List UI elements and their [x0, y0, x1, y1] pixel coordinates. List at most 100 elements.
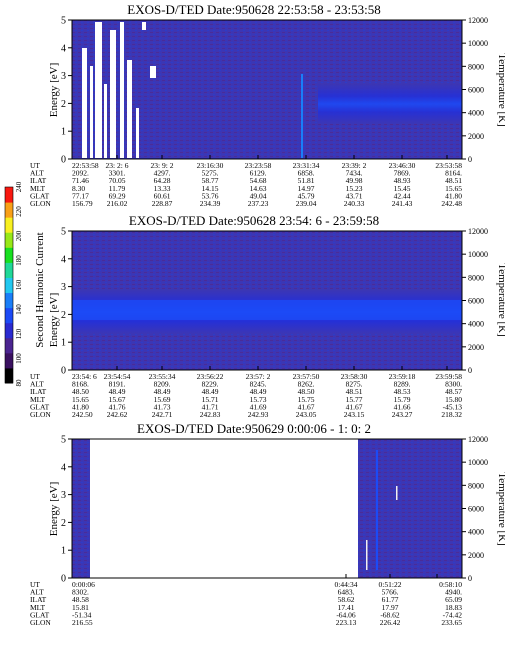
table-cell: 8168.	[72, 380, 89, 389]
row-label: UT	[30, 372, 40, 381]
table-cell: 23: 2: 6	[106, 161, 129, 170]
table-cell: 242.93	[248, 410, 269, 419]
colorbar-tick-label: 140	[15, 304, 23, 315]
colorbar-tick-label: 200	[15, 230, 23, 241]
panel-3: EXOS-D/TED Date:950629 0:00:06 - 1: 0: 2…	[30, 421, 505, 627]
y-tick-label: 5	[61, 16, 66, 27]
table-cell: 13.33	[154, 184, 171, 193]
table-cell: 23:39: 2	[342, 161, 367, 170]
row-label: ALT	[30, 588, 44, 597]
y-tick-label: 3	[61, 490, 66, 501]
colorbar-swatch	[5, 307, 13, 324]
colorbar-swatch	[5, 322, 13, 339]
table-cell: 54.68	[250, 176, 267, 185]
y2-tick-label: 6000	[468, 86, 484, 95]
table-cell: 71.46	[72, 176, 89, 185]
y-tick-label: 3	[61, 71, 66, 82]
table-cell: 48.50	[72, 387, 89, 396]
table-cell: 241.43	[392, 199, 413, 208]
colorbar: 80 100 120 140 160 180 200 220 240 Second Harmon…	[4, 181, 46, 387]
table-cell: 41.80	[72, 402, 89, 411]
y2-tick-label: 2000	[468, 343, 484, 352]
table-cell: 233.65	[441, 618, 462, 627]
colorbar-swatch	[5, 232, 13, 248]
table-cell: 14.15	[202, 184, 219, 193]
table-cell: -45.13	[443, 402, 463, 411]
panel-3-data-left	[72, 439, 90, 578]
table-cell: 23:31:34	[293, 161, 320, 170]
y-tick-label: 0	[61, 574, 66, 585]
table-cell: 237.23	[248, 199, 269, 208]
colorbar-swatch	[5, 277, 13, 294]
row-label: MLT	[30, 603, 46, 612]
panel-2-y2-ticks: 0 2000 4000 6000 8000 10000 12000	[462, 227, 488, 375]
table-cell: 23:54:54	[104, 372, 131, 381]
colorbar-swatch	[5, 217, 13, 233]
y2-tick-label: 6000	[468, 505, 484, 514]
table-cell: 15.80	[445, 395, 462, 404]
table-cell: 8191.	[109, 380, 126, 389]
table-cell: 15.65	[72, 395, 89, 404]
y-tick-label: 5	[61, 227, 66, 238]
table-cell: 41.73	[154, 402, 171, 411]
row-label: GLAT	[30, 191, 50, 200]
y2-tick-label: 2000	[468, 132, 484, 141]
table-cell: 51.81	[298, 176, 315, 185]
table-cell: 8229.	[202, 380, 219, 389]
table-cell: 41.67	[298, 402, 315, 411]
table-cell: 23:16:30	[197, 161, 224, 170]
colorbar-tick-label: 180	[15, 255, 23, 266]
panel-1-title: EXOS-D/TED Date:950628 22:53:58 - 23:53:…	[127, 2, 380, 17]
table-cell: 156.79	[72, 199, 93, 208]
table-cell: 8245.	[250, 380, 267, 389]
panel-3-title: EXOS-D/TED Date:950629 0:00:06 - 1: 0: 2	[137, 421, 371, 436]
panel-1-y2-ticks: 0 2000 4000 6000 8000 10000 12000	[462, 16, 488, 164]
panel-3-plot	[71, 438, 463, 579]
y-tick-label: 5	[61, 435, 66, 446]
table-cell: 8.30	[72, 184, 85, 193]
table-cell: 243.27	[392, 410, 413, 419]
table-cell: 0:51:22	[379, 580, 402, 589]
y2-tick-label: 8000	[468, 481, 484, 490]
table-cell: 239.04	[296, 199, 317, 208]
table-cell: 0:58:10	[439, 580, 462, 589]
table-cell: 45.79	[298, 191, 315, 200]
table-cell: 6483.	[338, 588, 355, 597]
y2-tick-label: 4000	[468, 528, 484, 537]
table-cell: -51.34	[72, 610, 92, 619]
table-cell: 8275.	[346, 380, 363, 389]
table-cell: 11.79	[109, 184, 126, 193]
table-cell: 216.02	[107, 199, 128, 208]
table-cell: 0:00:06	[72, 580, 95, 589]
table-cell: 70.05	[109, 176, 126, 185]
y-tick-label: 4	[61, 462, 66, 473]
table-cell: 58.62	[338, 595, 355, 604]
table-cell: 8302.	[72, 588, 89, 597]
table-cell: 23:57:50	[293, 372, 320, 381]
row-label: ALT	[30, 169, 44, 178]
y2-tick-label: 8000	[468, 273, 484, 282]
table-cell: 228.87	[152, 199, 173, 208]
y2-tick-label: 10000	[468, 39, 488, 48]
colorbar-swatch	[5, 352, 13, 369]
y2-tick-label: 2000	[468, 551, 484, 560]
colorbar-frame	[4, 186, 14, 384]
row-label: GLON	[30, 410, 51, 419]
table-cell: 48.50	[298, 387, 315, 396]
y2-tick-label: 12000	[468, 16, 488, 25]
table-cell: 65.09	[445, 595, 462, 604]
table-cell: 64.28	[154, 176, 171, 185]
panel-1-spike	[301, 74, 303, 158]
y2-tick-label: 6000	[468, 297, 484, 306]
colorbar-ticks: 80 100 120 140 160 180 200 220 240	[15, 181, 23, 386]
panel-3-y2-ticks: 0 2000 4000 6000 8000 10000 12000	[462, 435, 488, 583]
panel-2-title: EXOS-D/TED Date:950628 23:54: 6 - 23:59:…	[129, 213, 379, 228]
table-cell: 14.97	[298, 184, 315, 193]
table-cell: 48.49	[154, 387, 171, 396]
table-cell: 8209.	[154, 380, 171, 389]
panel-2-ylabel: Energy [eV]	[48, 293, 60, 347]
table-cell: 242.48	[441, 199, 462, 208]
table-cell: 48.58	[72, 595, 89, 604]
panel-3-y2label: Temperature [K]	[496, 472, 505, 545]
table-cell: 4940.	[445, 588, 462, 597]
